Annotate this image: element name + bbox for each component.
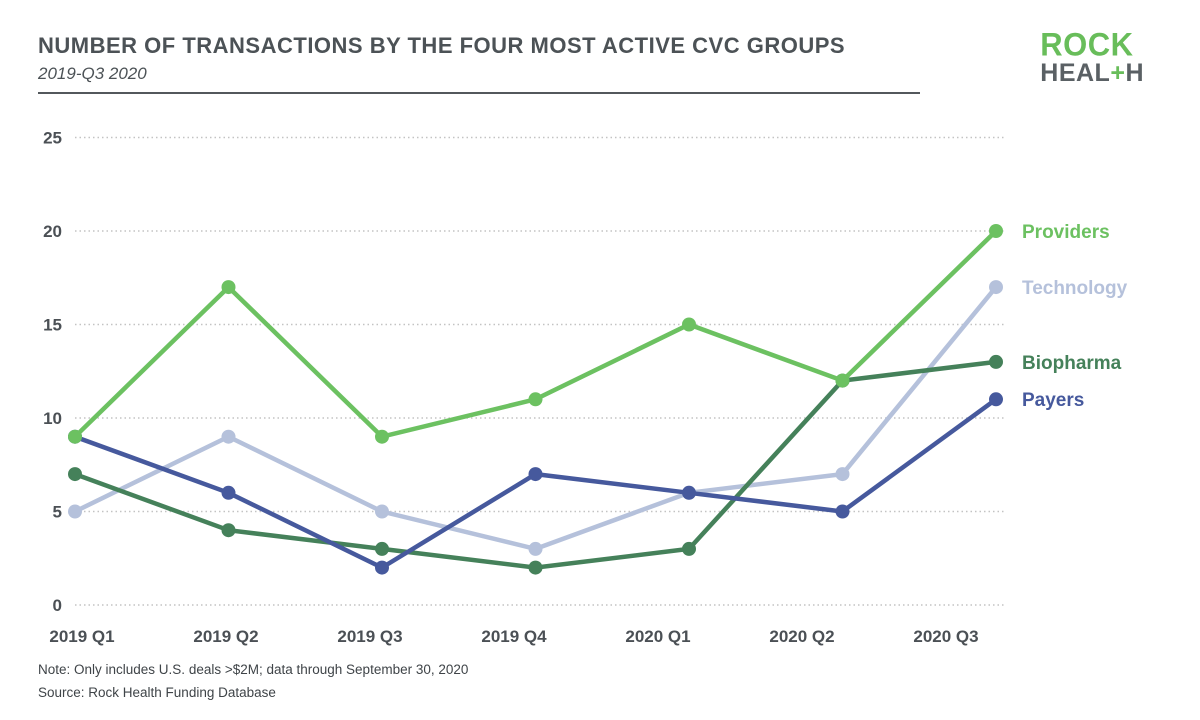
data-point-biopharma-2019q3 <box>375 541 389 556</box>
logo-word-rock: ROCK <box>1040 25 1134 63</box>
data-point-technology-2019q3 <box>375 504 389 519</box>
data-point-technology-2019q1 <box>68 504 82 519</box>
data-point-payers-2019q2 <box>221 485 236 500</box>
x-tick-2019q2: 2019 Q2 <box>193 627 258 646</box>
data-point-technology-2020q3 <box>989 280 1003 295</box>
line-chart: 0 5 10 15 20 25 2019 Q1 2019 Q2 2019 Q3 … <box>43 129 1128 647</box>
logo-health-left: HEAL <box>1040 59 1111 87</box>
data-point-payers-2020q1 <box>682 485 696 500</box>
data-point-biopharma-2019q1 <box>68 467 82 482</box>
x-tick-2020q1: 2020 Q1 <box>625 627 690 646</box>
y-tick-15: 15 <box>43 316 62 335</box>
x-tick-2020q3: 2020 Q3 <box>913 627 978 646</box>
legend-label-technology: Technology <box>1022 278 1128 299</box>
data-point-providers-2019q3 <box>375 429 389 444</box>
data-point-biopharma-2019q4 <box>528 560 543 575</box>
gridlines-layer <box>75 136 1005 606</box>
logo-word-health: HEAL+H <box>1040 61 1144 86</box>
legend-label-biopharma: Biopharma <box>1022 353 1122 374</box>
logo-plus-icon: + <box>1110 59 1126 87</box>
data-point-providers-2020q3 <box>989 224 1003 238</box>
y-tick-5: 5 <box>53 503 62 522</box>
footnote: Note: Only includes U.S. deals >$2M; dat… <box>38 662 469 677</box>
legend-label-providers: Providers <box>1022 222 1110 243</box>
page-title: NUMBER OF TRANSACTIONS BY THE FOUR MOST … <box>38 33 846 58</box>
y-tick-20: 20 <box>43 222 62 241</box>
page-subtitle: 2019-Q3 2020 <box>38 64 147 83</box>
data-point-technology-2019q2 <box>221 429 236 444</box>
data-point-providers-2019q2 <box>221 280 236 295</box>
x-tick-2019q1: 2019 Q1 <box>49 627 114 646</box>
y-tick-10: 10 <box>43 409 62 428</box>
data-point-payers-2019q3 <box>375 560 389 575</box>
y-tick-25: 25 <box>43 129 62 148</box>
data-point-payers-2020q3 <box>989 392 1003 407</box>
x-tick-2019q4: 2019 Q4 <box>481 627 547 646</box>
logo-health-right: H <box>1125 59 1144 87</box>
data-point-providers-2019q4 <box>528 392 543 407</box>
y-tick-0: 0 <box>53 596 62 615</box>
data-point-providers-2020q2 <box>835 373 850 388</box>
rock-health-logo: ROCK HEAL+H <box>1040 28 1144 86</box>
series-layer <box>68 224 1003 575</box>
data-point-payers-2019q4 <box>528 467 543 482</box>
data-point-biopharma-2019q2 <box>221 523 236 538</box>
x-tick-2020q2: 2020 Q2 <box>769 627 834 646</box>
x-tick-2019q3: 2019 Q3 <box>337 627 402 646</box>
data-point-technology-2020q2 <box>835 467 850 482</box>
data-point-biopharma-2020q1 <box>682 541 696 556</box>
data-point-biopharma-2020q3 <box>989 354 1003 369</box>
legend-label-payers: Payers <box>1022 390 1084 411</box>
data-point-providers-2020q1 <box>682 317 696 332</box>
source-note: Source: Rock Health Funding Database <box>38 685 276 700</box>
data-point-providers-2019q1 <box>68 429 82 444</box>
data-point-technology-2019q4 <box>528 541 543 556</box>
data-point-payers-2020q2 <box>835 504 850 519</box>
title-divider <box>38 92 920 94</box>
